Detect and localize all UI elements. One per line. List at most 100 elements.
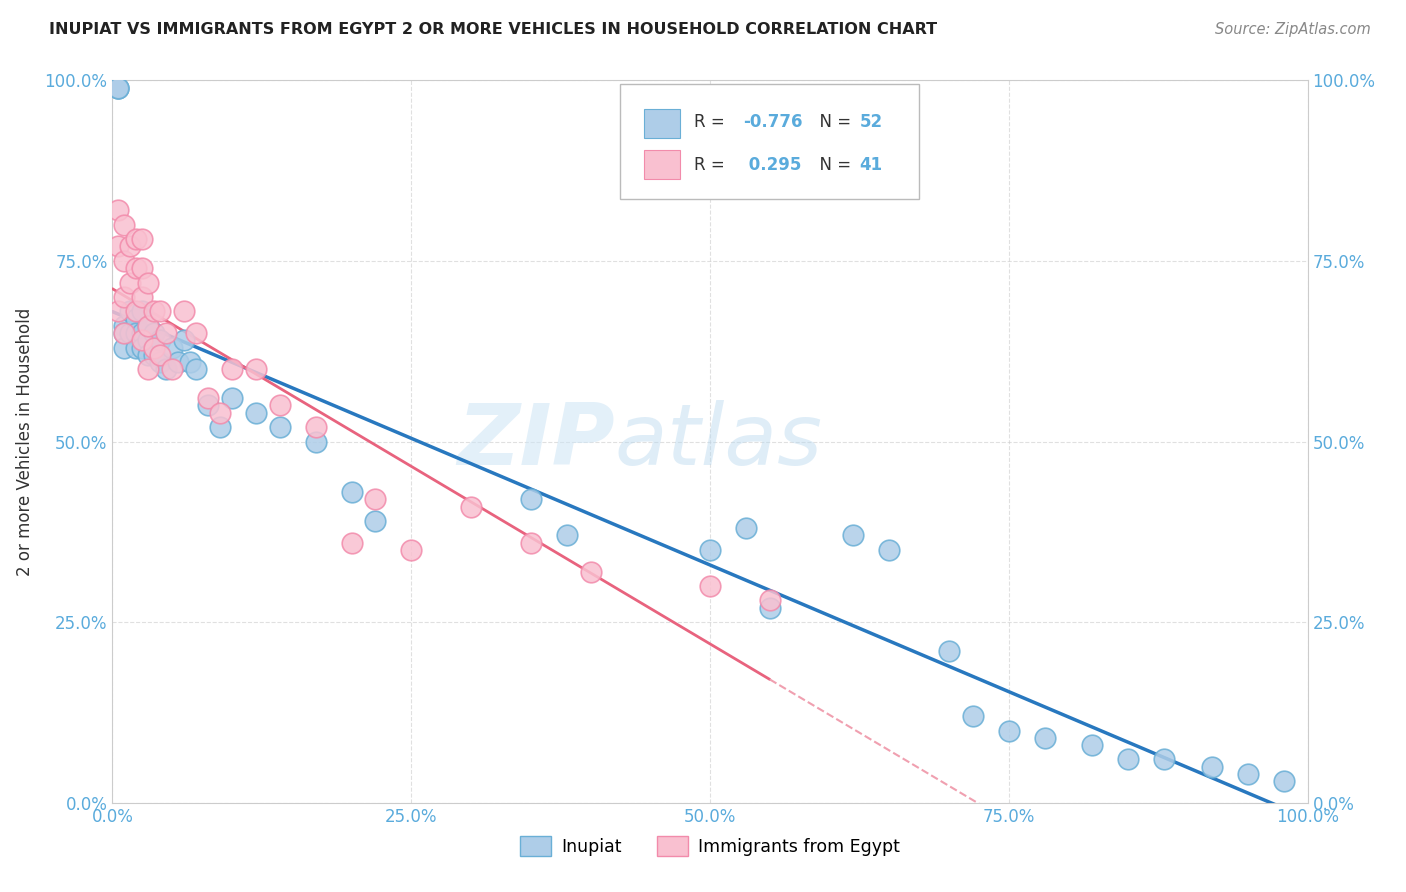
Text: N =: N = xyxy=(810,113,856,131)
Point xyxy=(138,334,160,348)
Point xyxy=(138,276,160,290)
Point xyxy=(125,326,148,340)
Text: atlas: atlas xyxy=(614,400,823,483)
Point xyxy=(245,362,267,376)
Point xyxy=(179,355,201,369)
Point xyxy=(209,406,232,420)
Point xyxy=(1033,731,1056,745)
Point xyxy=(209,420,232,434)
Point xyxy=(735,521,758,535)
Point xyxy=(364,492,387,507)
Text: 0.295: 0.295 xyxy=(744,156,801,174)
Point xyxy=(520,535,543,549)
Point xyxy=(114,290,135,304)
Point xyxy=(186,326,208,340)
Text: -0.776: -0.776 xyxy=(744,113,803,131)
Point xyxy=(125,261,148,276)
Point xyxy=(114,218,135,232)
Point xyxy=(114,253,135,268)
Point xyxy=(173,334,195,348)
Point xyxy=(143,348,166,362)
Point xyxy=(842,528,865,542)
Point xyxy=(114,341,135,355)
Point xyxy=(167,355,190,369)
Point xyxy=(125,232,148,246)
FancyBboxPatch shape xyxy=(620,84,920,200)
Point xyxy=(131,334,153,348)
Point xyxy=(131,304,153,318)
Point xyxy=(138,318,160,333)
Point xyxy=(125,304,148,318)
Point xyxy=(114,318,135,333)
Point xyxy=(221,391,243,405)
Text: Source: ZipAtlas.com: Source: ZipAtlas.com xyxy=(1215,22,1371,37)
Point xyxy=(120,326,142,340)
Point xyxy=(162,362,183,376)
Point xyxy=(699,579,721,593)
Point xyxy=(131,290,153,304)
Point xyxy=(1237,767,1260,781)
Point xyxy=(520,492,543,507)
Point xyxy=(1118,752,1140,766)
Point xyxy=(305,420,328,434)
Point xyxy=(364,514,387,528)
Point xyxy=(149,355,172,369)
Point xyxy=(401,542,423,557)
Point xyxy=(149,334,172,348)
Point xyxy=(269,420,291,434)
Point xyxy=(107,80,129,95)
Point xyxy=(143,341,166,355)
Point xyxy=(143,304,166,318)
Point xyxy=(155,326,177,340)
Point xyxy=(131,326,153,340)
Point xyxy=(107,239,129,253)
Text: R =: R = xyxy=(695,156,731,174)
Text: 41: 41 xyxy=(859,156,883,174)
Point xyxy=(120,239,142,253)
Point xyxy=(879,542,901,557)
Point xyxy=(114,326,135,340)
Point xyxy=(114,326,135,340)
Point xyxy=(579,565,602,579)
Point xyxy=(149,304,172,318)
Point xyxy=(340,485,363,500)
Point xyxy=(245,406,267,420)
Point xyxy=(120,304,142,318)
Text: 52: 52 xyxy=(859,113,883,131)
Point xyxy=(131,232,153,246)
Point xyxy=(138,362,160,376)
Point xyxy=(131,341,153,355)
Point xyxy=(138,348,160,362)
Point xyxy=(1201,760,1223,774)
Point xyxy=(555,528,578,542)
Point xyxy=(962,709,984,723)
Point xyxy=(460,500,482,514)
Point xyxy=(107,80,129,95)
Text: INUPIAT VS IMMIGRANTS FROM EGYPT 2 OR MORE VEHICLES IN HOUSEHOLD CORRELATION CHA: INUPIAT VS IMMIGRANTS FROM EGYPT 2 OR MO… xyxy=(49,22,938,37)
Point xyxy=(173,304,195,318)
Point xyxy=(149,348,172,362)
Point xyxy=(305,434,328,449)
Point xyxy=(138,318,160,333)
Y-axis label: 2 or more Vehicles in Household: 2 or more Vehicles in Household xyxy=(15,308,34,575)
Point xyxy=(340,535,363,549)
Point xyxy=(120,276,142,290)
Point xyxy=(143,326,166,340)
Point xyxy=(186,362,208,376)
Point xyxy=(107,80,129,95)
FancyBboxPatch shape xyxy=(644,109,681,138)
Point xyxy=(125,341,148,355)
Point xyxy=(269,398,291,412)
Text: N =: N = xyxy=(810,156,856,174)
Point xyxy=(162,341,183,355)
Text: R =: R = xyxy=(695,113,731,131)
Point xyxy=(699,542,721,557)
Point xyxy=(197,391,219,405)
Point xyxy=(759,593,782,607)
FancyBboxPatch shape xyxy=(644,151,681,179)
Point xyxy=(155,362,177,376)
Point xyxy=(998,723,1021,738)
Point xyxy=(221,362,243,376)
Text: ZIP: ZIP xyxy=(457,400,614,483)
Point xyxy=(131,261,153,276)
